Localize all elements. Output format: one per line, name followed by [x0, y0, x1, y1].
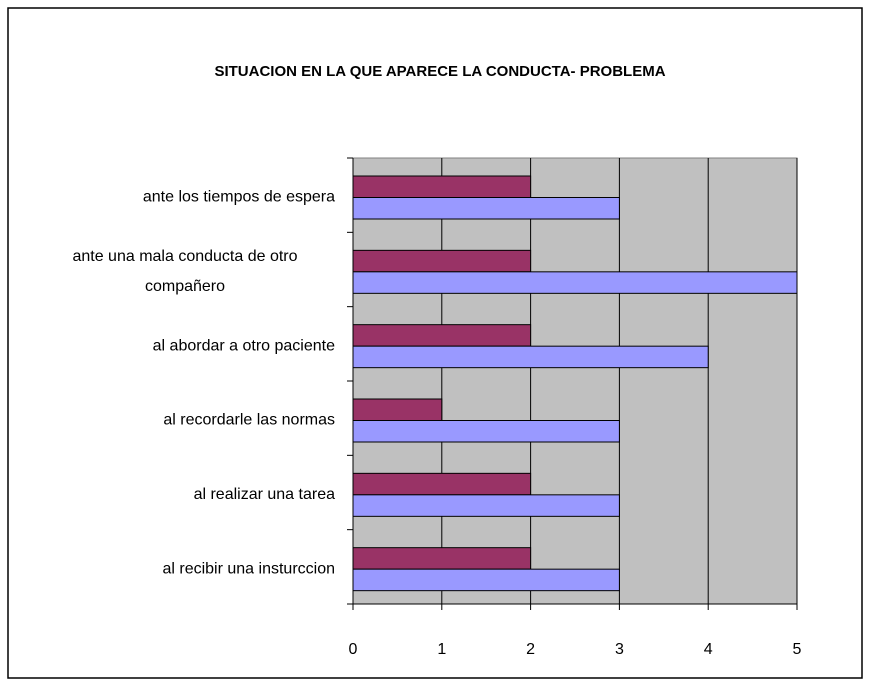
- bar: [352, 345, 709, 369]
- y-tick-label: ante los tiempos de espera: [143, 189, 335, 206]
- y-tick-label: ante una mala conducta de otro compañero: [72, 248, 297, 295]
- bar: [352, 494, 620, 517]
- bar: [352, 324, 532, 347]
- bar: [352, 568, 620, 592]
- bar: [352, 547, 532, 570]
- x-tick-label: 1: [437, 641, 446, 658]
- x-tick-label: 0: [349, 641, 358, 658]
- bar: [352, 175, 532, 198]
- x-tick-label: 5: [793, 641, 802, 658]
- x-tick-label: 2: [526, 641, 535, 658]
- y-tick-label: al realizar una tarea: [194, 486, 336, 503]
- bar: [352, 197, 620, 220]
- bar: [352, 420, 620, 443]
- plot-area: [352, 157, 798, 605]
- bar: [352, 398, 443, 421]
- chart-title: SITUACION EN LA QUE APARECE LA CONDUCTA-…: [214, 63, 665, 80]
- y-tick-label: al recibir una insturccion: [162, 560, 335, 577]
- y-tick-label: al recordarle las normas: [163, 412, 335, 429]
- bar: [352, 472, 532, 496]
- x-tick-label: 3: [615, 641, 624, 658]
- bar: [352, 249, 532, 273]
- x-tick-label: 4: [704, 641, 713, 658]
- bar: [352, 271, 798, 294]
- y-tick-label: al abordar a otro paciente: [153, 337, 335, 354]
